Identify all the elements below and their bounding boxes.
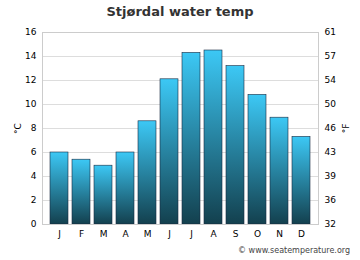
svg-text:8: 8	[31, 123, 37, 133]
svg-text:M: M	[100, 229, 108, 239]
svg-text:J: J	[57, 229, 61, 239]
svg-text:S: S	[233, 229, 239, 239]
svg-text:°C: °C	[13, 123, 23, 134]
svg-text:M: M	[144, 229, 152, 239]
svg-text:36: 36	[325, 195, 337, 205]
svg-text:10: 10	[25, 99, 37, 109]
svg-text:2: 2	[31, 195, 37, 205]
svg-text:N: N	[276, 229, 283, 239]
svg-text:F: F	[79, 229, 84, 239]
svg-text:50: 50	[325, 99, 337, 109]
svg-text:0: 0	[31, 219, 37, 229]
svg-text:4: 4	[31, 171, 37, 181]
svg-text:J: J	[189, 229, 193, 239]
svg-text:12: 12	[25, 75, 36, 85]
svg-text:6: 6	[31, 147, 37, 157]
svg-text:54: 54	[325, 75, 337, 85]
svg-text:39: 39	[325, 171, 337, 181]
svg-text:46: 46	[325, 123, 337, 133]
svg-text:57: 57	[325, 51, 336, 61]
svg-text:A: A	[210, 229, 217, 239]
svg-text:J: J	[167, 229, 171, 239]
svg-text:61: 61	[325, 27, 336, 37]
html-text:© www.seatemperature.org: © www.seatemperature.org	[238, 246, 350, 255]
svg-text:32: 32	[325, 219, 336, 229]
svg-text:O: O	[254, 229, 261, 239]
svg-text:A: A	[122, 229, 129, 239]
svg-text:°F: °F	[341, 124, 351, 134]
html-text:Stjørdal water temp: Stjørdal water temp	[106, 4, 254, 19]
svg-text:43: 43	[325, 147, 336, 157]
svg-text:16: 16	[25, 27, 37, 37]
svg-text:14: 14	[25, 51, 37, 61]
svg-text:D: D	[298, 229, 305, 239]
